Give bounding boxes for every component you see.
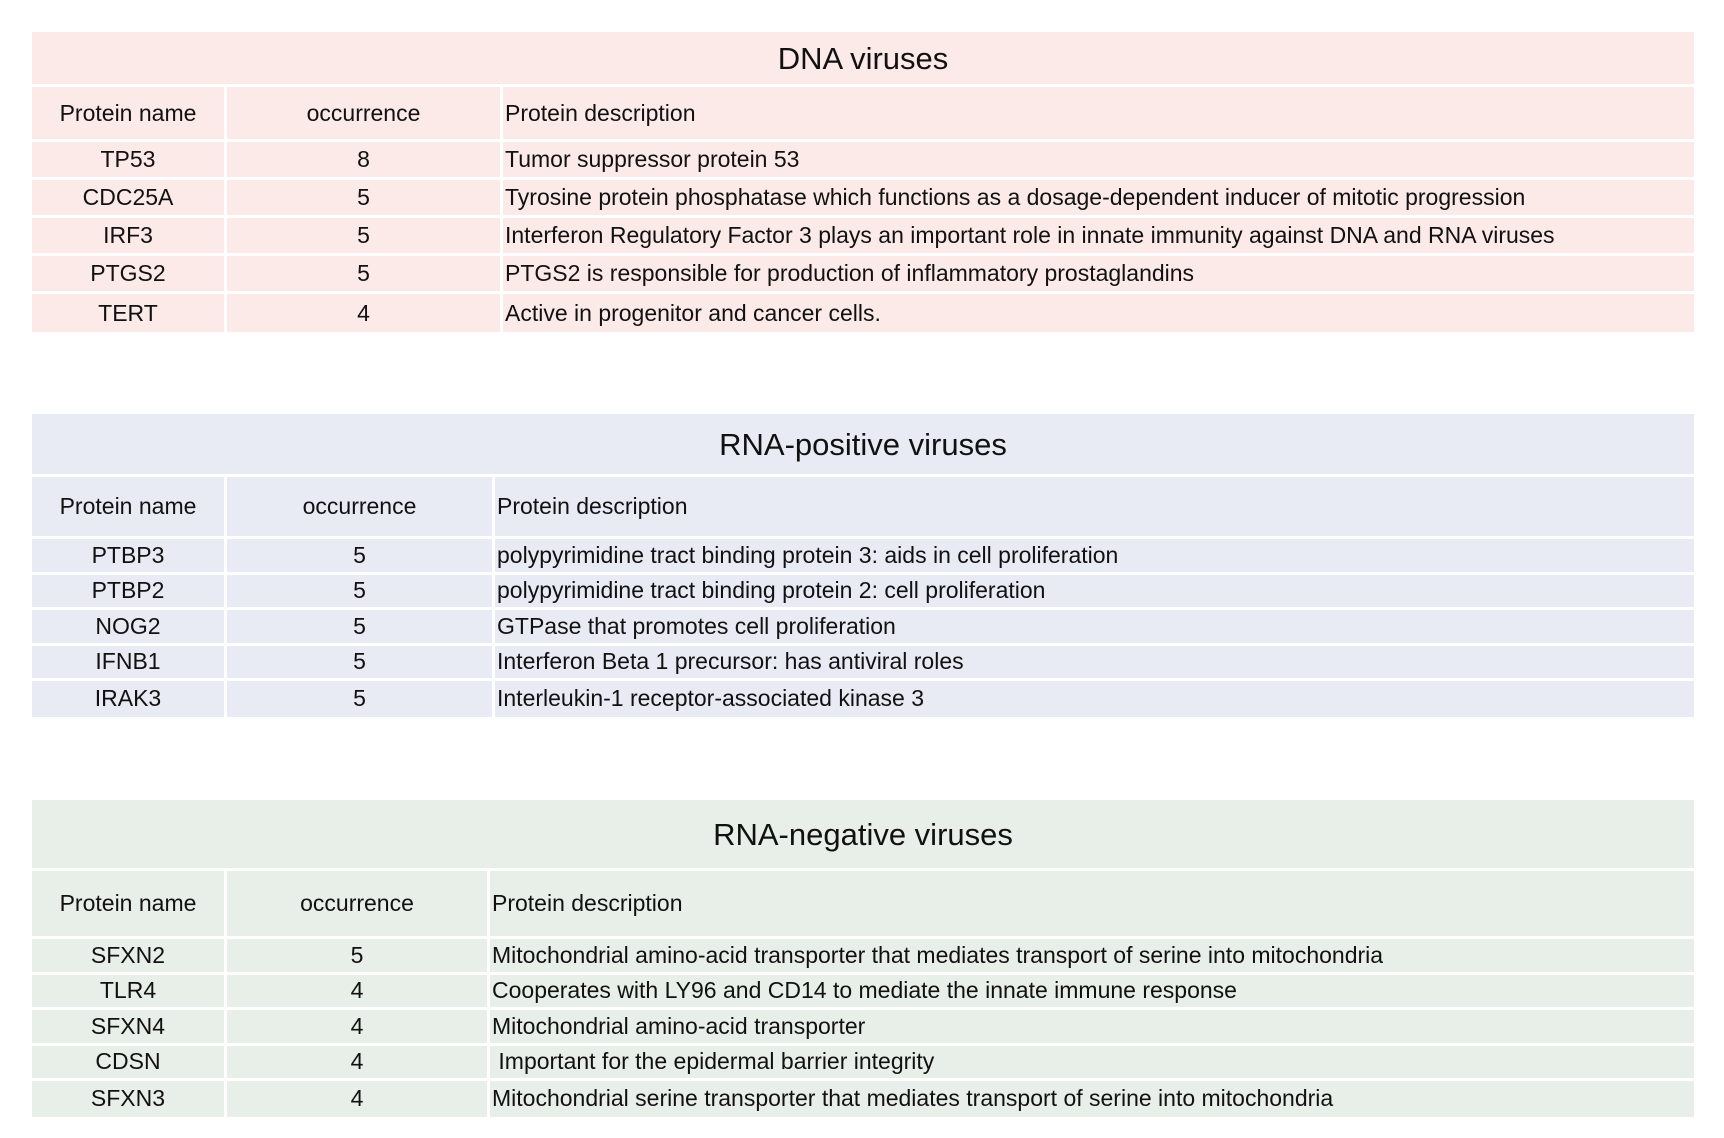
- column-header-protein-description: Protein description: [505, 99, 696, 126]
- table-row: IRF3 5 Interferon Regulatory Factor 3 pl…: [32, 218, 1694, 256]
- protein-name-cell: PTBP3: [32, 539, 227, 572]
- occurrence-cell: 5: [227, 681, 495, 717]
- occurrence-cell: 5: [227, 539, 495, 572]
- protein-description-cell: Mitochondrial amino-acid transporter tha…: [492, 941, 1384, 968]
- rna-negative-viruses-table: RNA-negative viruses Protein name occurr…: [32, 800, 1694, 1117]
- table-row: SFXN4 4 Mitochondrial amino-acid transpo…: [32, 1010, 1694, 1046]
- protein-description-cell: Mitochondrial amino-acid transporter: [492, 1012, 866, 1039]
- occurrence-cell: 4: [227, 1010, 490, 1043]
- table-row: CDC25A 5 Tyrosine protein phosphatase wh…: [32, 180, 1694, 218]
- protein-description-cell: GTPase that promotes cell proliferation: [497, 612, 896, 639]
- table-row: IRAK3 5 Interleukin-1 receptor-associate…: [32, 681, 1694, 717]
- occurrence-cell: 4: [227, 294, 503, 332]
- protein-name-cell: CDSN: [32, 1045, 227, 1078]
- occurrence-cell: 5: [227, 180, 503, 215]
- protein-description-cell: Interleukin-1 receptor-associated kinase…: [497, 685, 925, 712]
- occurrence-cell: 5: [227, 218, 503, 253]
- table-row: SFXN2 5 Mitochondrial amino-acid transpo…: [32, 939, 1694, 975]
- column-header-protein-description: Protein description: [497, 493, 688, 519]
- protein-description-cell: Mitochondrial serine transporter that me…: [492, 1085, 1334, 1112]
- protein-name-cell: CDC25A: [32, 180, 227, 215]
- protein-description-cell: Interferon Beta 1 precursor: has antivir…: [497, 648, 964, 675]
- table-row: TERT 4 Active in progenitor and cancer c…: [32, 294, 1694, 332]
- table-row: TLR4 4 Cooperates with LY96 and CD14 to …: [32, 974, 1694, 1010]
- column-header-protein-description: Protein description: [492, 890, 683, 916]
- table-title: RNA-negative viruses: [32, 800, 1694, 871]
- protein-name-cell: PTGS2: [32, 256, 227, 291]
- occurrence-cell: 5: [227, 645, 495, 678]
- column-header-occurrence: occurrence: [227, 477, 495, 536]
- column-header-occurrence: occurrence: [227, 871, 490, 936]
- protein-name-cell: TLR4: [32, 974, 227, 1007]
- protein-description-cell: polypyrimidine tract binding protein 3: …: [497, 541, 1119, 568]
- protein-description-cell: Active in progenitor and cancer cells.: [505, 299, 881, 326]
- protein-name-cell: IRAK3: [32, 681, 227, 717]
- occurrence-cell: 4: [227, 1081, 490, 1117]
- column-header-protein-name: Protein name: [32, 871, 227, 936]
- occurrence-cell: 5: [227, 939, 490, 972]
- column-header-occurrence: occurrence: [227, 87, 503, 139]
- table-row: PTBP2 5 polypyrimidine tract binding pro…: [32, 574, 1694, 610]
- protein-name-cell: SFXN3: [32, 1081, 227, 1117]
- column-header-protein-name: Protein name: [32, 87, 227, 139]
- protein-name-cell: TERT: [32, 294, 227, 332]
- protein-description-cell: PTGS2 is responsible for production of i…: [505, 260, 1195, 286]
- occurrence-cell: 5: [227, 610, 495, 643]
- header-row: Protein name occurrence Protein descript…: [32, 871, 1694, 939]
- protein-name-cell: SFXN2: [32, 939, 227, 972]
- protein-description-cell: Tumor suppressor protein 53: [505, 146, 800, 172]
- occurrence-cell: 4: [227, 1045, 490, 1078]
- column-header-protein-name: Protein name: [32, 477, 227, 536]
- table-row: TP53 8 Tumor suppressor protein 53: [32, 142, 1694, 180]
- protein-name-cell: TP53: [32, 142, 227, 177]
- table-row: PTGS2 5 PTGS2 is responsible for product…: [32, 256, 1694, 294]
- table-title: DNA viruses: [32, 32, 1694, 87]
- occurrence-cell: 8: [227, 142, 503, 177]
- protein-name-cell: SFXN4: [32, 1010, 227, 1043]
- table-row: CDSN 4 Important for the epidermal barri…: [32, 1045, 1694, 1081]
- table-title: RNA-positive viruses: [32, 414, 1694, 477]
- rna-positive-viruses-table: RNA-positive viruses Protein name occurr…: [32, 414, 1694, 717]
- table-row: SFXN3 4 Mitochondrial serine transporter…: [32, 1081, 1694, 1117]
- protein-name-cell: NOG2: [32, 610, 227, 643]
- protein-name-cell: IRF3: [32, 218, 227, 253]
- header-row: Protein name occurrence Protein descript…: [32, 477, 1694, 539]
- protein-description-cell: Interferon Regulatory Factor 3 plays an …: [505, 222, 1555, 248]
- header-row: Protein name occurrence Protein descript…: [32, 87, 1694, 142]
- protein-name-cell: PTBP2: [32, 574, 227, 607]
- dna-viruses-table: DNA viruses Protein name occurrence Prot…: [32, 32, 1694, 332]
- protein-name-cell: IFNB1: [32, 645, 227, 678]
- occurrence-cell: 5: [227, 574, 495, 607]
- table-row: NOG2 5 GTPase that promotes cell prolife…: [32, 610, 1694, 646]
- table-row: PTBP3 5 polypyrimidine tract binding pro…: [32, 539, 1694, 575]
- table-row: IFNB1 5 Interferon Beta 1 precursor: has…: [32, 645, 1694, 681]
- occurrence-cell: 4: [227, 974, 490, 1007]
- protein-description-cell: polypyrimidine tract binding protein 2: …: [497, 577, 1046, 604]
- protein-description-cell: Cooperates with LY96 and CD14 to mediate…: [492, 977, 1237, 1004]
- protein-description-cell: Important for the epidermal barrier inte…: [492, 1048, 935, 1075]
- occurrence-cell: 5: [227, 256, 503, 291]
- protein-description-cell: Tyrosine protein phosphatase which funct…: [505, 184, 1526, 210]
